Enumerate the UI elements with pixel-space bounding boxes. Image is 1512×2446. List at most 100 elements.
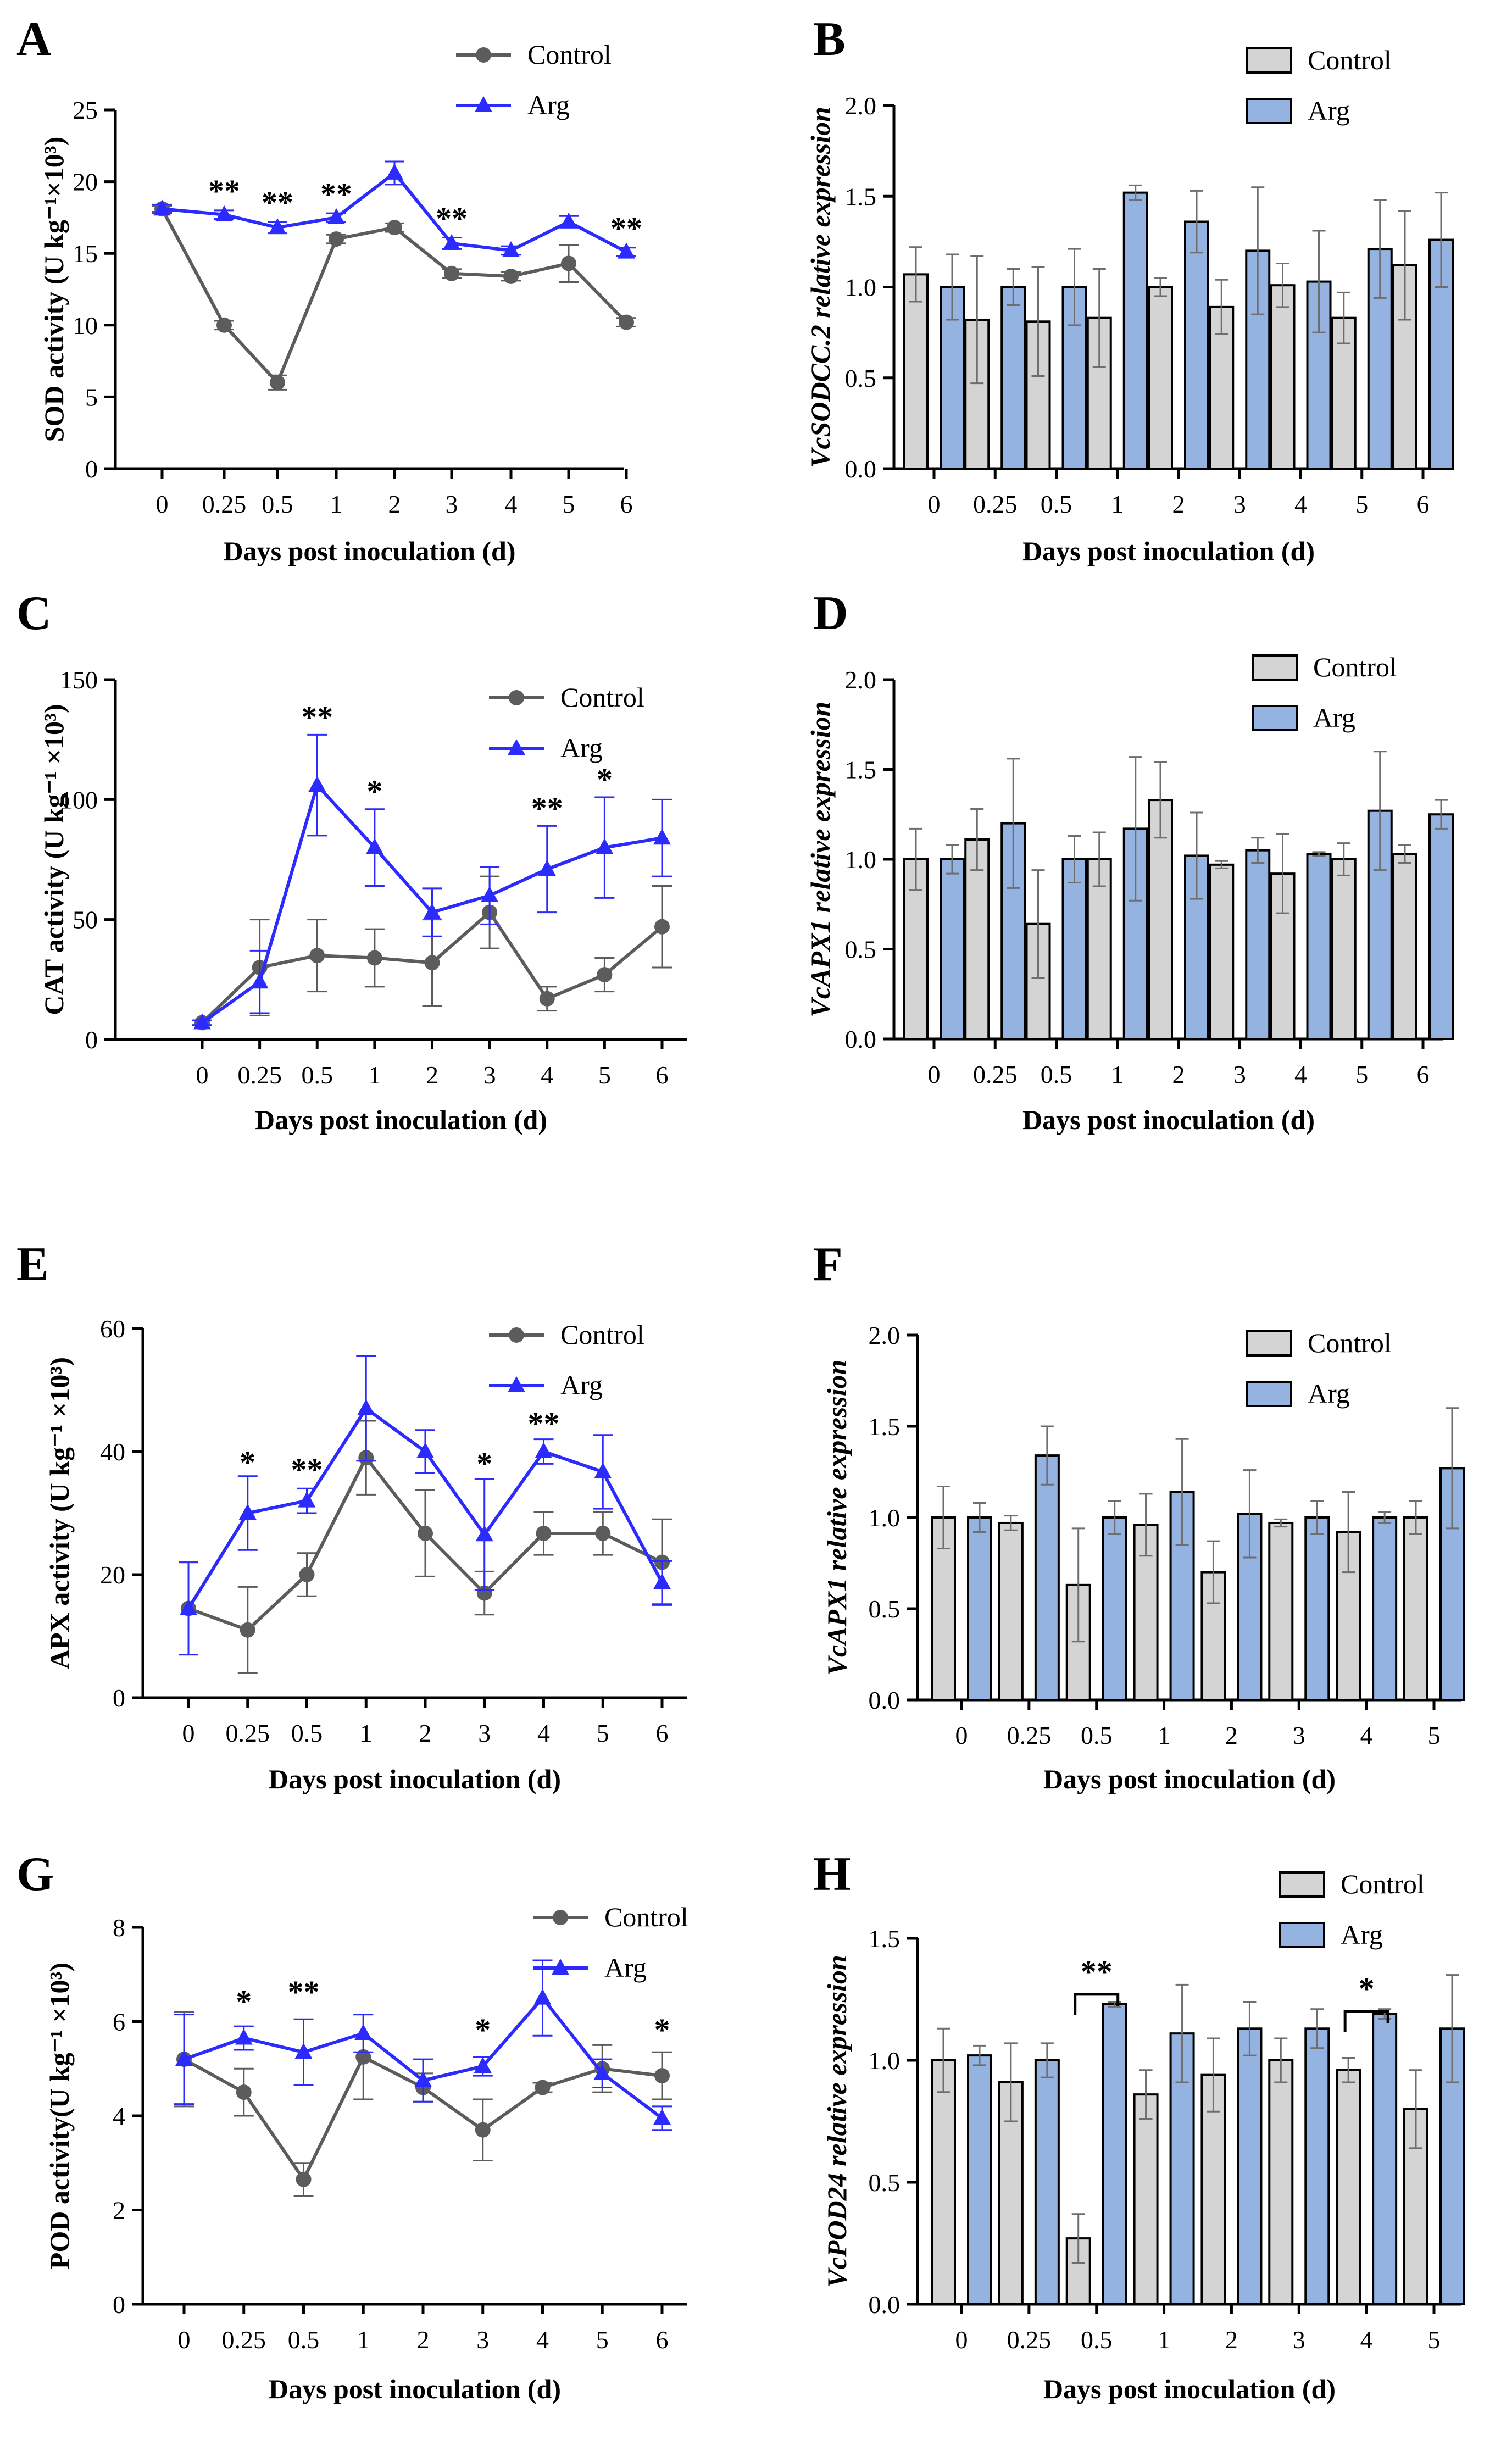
- x-tick-label: 0: [955, 1721, 968, 1749]
- y-tick-label: 0.5: [869, 2169, 900, 2197]
- x-tick-label: 0.5: [302, 1061, 333, 1089]
- x-axis-label: Days post inoculation (d): [1043, 2373, 1336, 2404]
- y-tick-label: 10: [73, 312, 98, 340]
- y-tick-label: 0.0: [845, 455, 877, 483]
- x-tick-label: 5: [1428, 1721, 1441, 1749]
- y-axis-label: APX activity (U kg⁻¹ ×10³): [44, 1357, 75, 1669]
- bar: [1245, 849, 1271, 1041]
- x-tick-label: 0.25: [973, 1060, 1018, 1088]
- bar: [998, 1521, 1024, 1701]
- legend-label-control: Control: [1308, 45, 1392, 75]
- data-point: [502, 241, 520, 257]
- x-tick-label: 3: [478, 1719, 491, 1747]
- x-tick-label: 3: [476, 2326, 489, 2354]
- x-tick-label: 2: [1225, 2326, 1238, 2354]
- series-arg: [179, 1355, 672, 1656]
- data-point: [236, 2084, 252, 2100]
- data-point: [294, 2043, 313, 2059]
- legend-label-arg: Arg: [1308, 95, 1350, 126]
- bar: [967, 1516, 992, 1701]
- y-tick-label: 0: [85, 1026, 98, 1054]
- axes: 0 50 100 150 0 0.25 0.5 1 2 3 4 5 6: [60, 666, 687, 1089]
- data-point: [418, 1525, 433, 1541]
- x-tick-label: 0.25: [222, 2326, 266, 2354]
- y-tick-label: 20: [100, 1561, 125, 1589]
- x-tick-label: 0: [928, 1060, 941, 1088]
- bar: [1086, 858, 1112, 1040]
- x-tick-label: 2: [1225, 1721, 1238, 1749]
- legend: Control Arg: [1246, 1327, 1392, 1409]
- significance-mark: *: [366, 774, 382, 809]
- significance-mark: **: [262, 185, 293, 220]
- bar: [1102, 1516, 1127, 1701]
- x-tick-label: 5: [563, 490, 575, 518]
- panel-b: B 0.0 0.5 1.0 1.5 2.0 0 0.25 0.5 1 2 3 4 5 6 Days post …: [805, 13, 1454, 566]
- x-tick-label: 3: [1293, 1721, 1305, 1749]
- y-tick-label: 0.5: [845, 364, 877, 392]
- x-tick-label: 4: [1294, 1060, 1307, 1088]
- y-tick-label: 40: [100, 1438, 125, 1466]
- data-point: [444, 265, 459, 281]
- legend-swatch-control: [1246, 1330, 1292, 1357]
- x-tick-label: 4: [1360, 1721, 1373, 1749]
- x-tick-label: 4: [1294, 490, 1307, 518]
- bar: [1268, 1521, 1294, 1701]
- data-point: [653, 829, 671, 845]
- panel-h: H 0.0 0.5 1.0 1.5 0 0.25 0.5 1 2 3 4 5 Days post inoc…: [813, 1848, 1465, 2404]
- x-tick-label: 1: [1111, 1060, 1124, 1088]
- y-tick-label: 50: [73, 906, 98, 934]
- x-tick-label: 5: [1355, 490, 1368, 518]
- bar: [1102, 2003, 1127, 2305]
- data-point: [561, 255, 576, 271]
- axes: 0 5 10 15 20 25 0 0.25 0.5 1 2 3 4 5 6: [73, 96, 633, 518]
- legend-label-arg: Arg: [1341, 1919, 1383, 1950]
- series-arg: [192, 733, 672, 1030]
- series-control: [931, 1486, 1428, 1702]
- x-axis-label: Days post inoculation (d): [255, 1104, 547, 1135]
- panel-g: G 0 2 4 6 8 0 0.25 0.5 1 2 3 4 5 6 Days post inoculatio…: [16, 1848, 688, 2404]
- panel-d: D 0.0 0.5 1.0 1.5 2.0 0 0.25 0.5 1 2 3 4 5 6 Days post …: [805, 587, 1454, 1135]
- legend-swatch-arg: [1279, 1922, 1325, 1948]
- data-point: [366, 950, 382, 966]
- panel-label: F: [813, 1238, 843, 1291]
- x-tick-label: 1: [1111, 490, 1124, 518]
- y-tick-label: 100: [60, 786, 98, 814]
- x-tick-label: 5: [598, 1061, 611, 1089]
- bar: [1428, 813, 1454, 1040]
- x-tick-label: 1: [1158, 1721, 1170, 1749]
- significance-mark: **: [1081, 1954, 1113, 1989]
- data-point: [653, 2109, 671, 2125]
- axes: 0 20 40 60 0 0.25 0.5 1 2 3 4 5 6: [100, 1315, 687, 1747]
- bar: [903, 273, 929, 470]
- x-tick-label: 3: [1233, 1060, 1246, 1088]
- x-tick-label: 0.25: [226, 1719, 270, 1747]
- y-tick-label: 0: [113, 1684, 125, 1712]
- y-tick-label: 5: [85, 383, 98, 411]
- data-point: [539, 991, 555, 1007]
- significance-mark: *: [475, 2012, 491, 2048]
- bar: [1148, 799, 1173, 1040]
- x-tick-label: 6: [1417, 490, 1430, 518]
- legend: Control Arg: [1246, 45, 1392, 126]
- data-point: [503, 268, 519, 284]
- legend: Control Arg: [489, 682, 644, 763]
- x-tick-label: 6: [656, 2326, 669, 2354]
- legend-label-control: Control: [604, 1902, 688, 1932]
- legend-label-control: Control: [560, 682, 644, 713]
- x-tick-label: 0.5: [1081, 1721, 1113, 1749]
- panel-label: D: [813, 587, 848, 640]
- x-tick-label: 3: [1293, 2326, 1305, 2354]
- bar: [1122, 191, 1148, 470]
- bar: [1331, 858, 1357, 1040]
- x-axis-label: Days post inoculation (d): [269, 1764, 561, 1794]
- y-tick-label: 0.0: [869, 2291, 900, 2319]
- x-tick-label: 5: [1428, 2326, 1441, 2354]
- y-axis-label: CAT activity (U kg⁻¹ ×10³): [38, 704, 69, 1015]
- y-tick-label: 6: [113, 2008, 125, 2036]
- legend: Control Arg: [456, 39, 612, 120]
- y-axis-label: VcAPX1 relative expression: [821, 1360, 852, 1676]
- data-point: [594, 1462, 612, 1478]
- data-point: [216, 317, 232, 333]
- significance-mark: **: [208, 173, 240, 209]
- x-axis-label: Days post inoculation (d): [1043, 1764, 1336, 1794]
